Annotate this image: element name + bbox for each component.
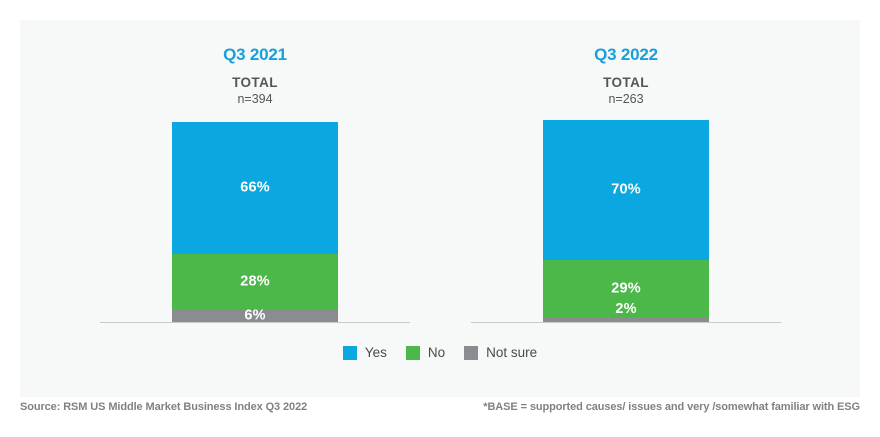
bar-segment-label: 66%: [240, 179, 270, 196]
bar-segment-no: 29%: [543, 260, 709, 318]
group-sample-size: n=263: [608, 92, 644, 106]
legend-label: Not sure: [486, 345, 538, 360]
group-title: Q3 2022: [594, 45, 658, 64]
bar-segment-label: 2%: [615, 301, 637, 317]
legend-item-no: No: [405, 345, 446, 360]
legend-label: Yes: [364, 345, 387, 360]
group-sample-size: n=394: [237, 92, 273, 106]
chart-panel: Q3 2021 TOTAL n=394 66% 28% 6% Q3 2022 TOT…: [20, 20, 860, 397]
chart-group-q3-2021: Q3 2021 TOTAL n=394 66% 28% 6%: [100, 20, 410, 397]
bar-segment-label: 29%: [611, 280, 641, 297]
footer: Source: RSM US Middle Market Business In…: [20, 401, 860, 413]
legend-swatch-icon: [405, 345, 420, 360]
stacked-bar: 66% 28% 6%: [172, 122, 338, 324]
x-axis-line: [100, 322, 410, 323]
base-note: *BASE = supported causes/ issues and ver…: [483, 401, 860, 413]
source-note: Source: RSM US Middle Market Business In…: [20, 401, 308, 413]
bar-segment-label: 28%: [240, 273, 270, 290]
legend-item-yes: Yes: [342, 345, 387, 360]
bar-segment-label: 6%: [244, 307, 266, 324]
legend-swatch-icon: [464, 345, 479, 360]
legend-swatch-icon: [342, 345, 357, 360]
legend-label: No: [427, 345, 446, 360]
stacked-bar: 70% 29% 2%: [543, 120, 709, 322]
bar-segment-not-sure: 6%: [172, 307, 338, 324]
chart-group-q3-2022: Q3 2022 TOTAL n=263 70% 29% 2%: [471, 20, 781, 397]
group-title: Q3 2021: [223, 45, 287, 64]
legend: Yes No Not sure: [20, 345, 860, 360]
bar-segment-label: 70%: [611, 181, 641, 198]
group-subtitle: TOTAL: [232, 75, 278, 90]
bar-segment-no: 28%: [172, 254, 338, 310]
legend-item-not-sure: Not sure: [464, 345, 537, 360]
x-axis-line: [471, 322, 781, 323]
bar-segment-yes: 66%: [172, 122, 338, 254]
bar-segment-not-sure: 2%: [543, 302, 709, 322]
bar-segment-yes: 70%: [543, 120, 709, 260]
group-subtitle: TOTAL: [603, 75, 649, 90]
